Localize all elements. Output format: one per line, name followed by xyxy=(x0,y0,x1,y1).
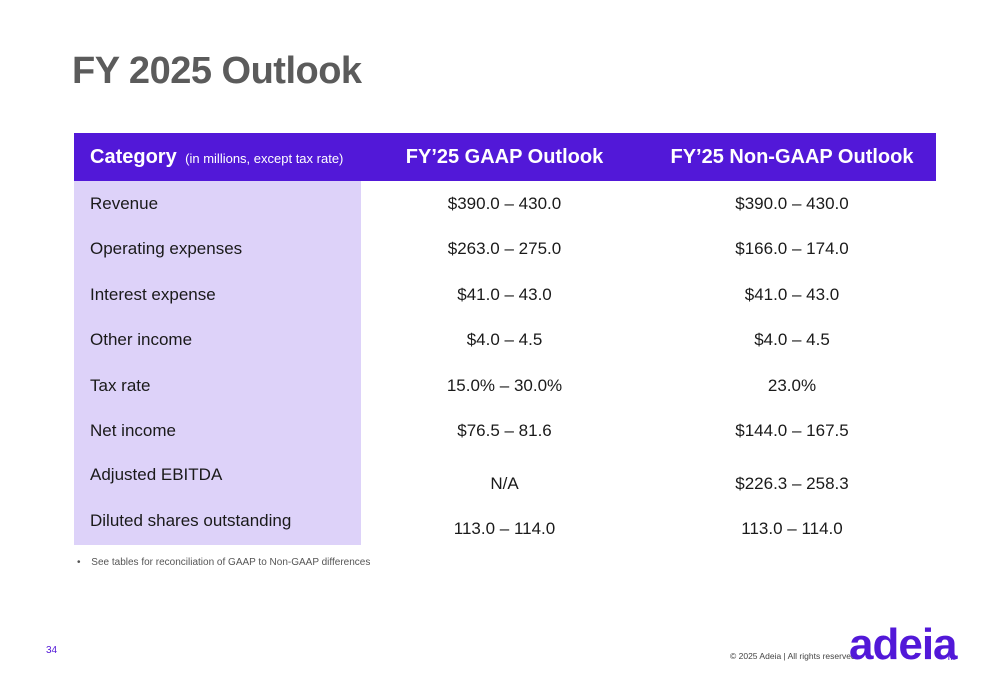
table-row-tax-rate: Tax rate 15.0% – 30.0% 23.0% xyxy=(74,363,936,409)
row-category: Operating expenses xyxy=(74,226,361,272)
page-number: 34 xyxy=(46,645,58,656)
row-category: Tax rate xyxy=(74,363,361,409)
row-nongaap-value: $226.3 – 258.3 xyxy=(735,473,849,493)
footnote-bullet: • xyxy=(77,557,81,568)
table-row-interest-expense: Interest expense $41.0 – 43.0 $41.0 – 43… xyxy=(74,272,936,318)
table-body: Revenue $390.0 – 430.0 $390.0 – 430.0 Op… xyxy=(74,181,936,545)
row-nongaap-value: $41.0 – 43.0 xyxy=(744,284,840,304)
row-gaap-value: $390.0 – 430.0 xyxy=(447,193,562,213)
row-category: Diluted shares outstanding xyxy=(74,499,361,545)
row-category: Net income xyxy=(74,408,361,454)
row-nongaap-value: $4.0 – 4.5 xyxy=(754,330,830,350)
row-category: Interest expense xyxy=(74,272,361,318)
row-nongaap-value: 23.0% xyxy=(767,375,817,395)
adeia-logo: adeia xyxy=(849,620,958,669)
page-title: FY 2025 Outlook xyxy=(72,50,362,92)
row-gaap-value: 113.0 – 114.0 xyxy=(453,519,556,538)
copyright-notice: © 2025 Adeia | All rights reserved. xyxy=(730,651,859,661)
footnote: • See tables for reconciliation of GAAP … xyxy=(77,557,370,568)
header-nongaap-outlook: FY’25 Non-GAAP Outlook xyxy=(670,145,914,168)
row-gaap-value: $76.5 – 81.6 xyxy=(457,421,552,441)
row-gaap-value: 15.0% – 30.0% xyxy=(446,375,563,395)
outlook-table: Category (in millions, except tax rate) … xyxy=(74,133,936,545)
header-gaap-outlook: FY’25 GAAP Outlook xyxy=(405,145,604,168)
row-gaap-value: $4.0 – 4.5 xyxy=(466,330,543,350)
table-row-diluted-shares: Diluted shares outstanding 113.0 – 114.0… xyxy=(74,499,936,545)
row-nongaap-value: $144.0 – 167.5 xyxy=(735,421,849,441)
table-row-operating-expenses: Operating expenses $263.0 – 275.0 $166.0… xyxy=(74,226,936,272)
footnote-text: See tables for reconciliation of GAAP to… xyxy=(91,557,371,568)
row-nongaap-value: $390.0 – 430.0 xyxy=(735,193,849,213)
header-category-label: Category xyxy=(90,145,177,168)
table-row-revenue: Revenue $390.0 – 430.0 $390.0 – 430.0 xyxy=(74,181,936,227)
row-category: Adjusted EBITDA xyxy=(74,454,361,500)
row-gaap-value: $41.0 – 43.0 xyxy=(457,284,552,304)
header-category-note: (in millions, except tax rate) xyxy=(185,150,344,166)
row-category: Other income xyxy=(74,317,361,363)
row-gaap-value: N/A xyxy=(490,473,519,493)
row-nongaap-value: 113.0 – 114.0 xyxy=(741,519,843,538)
header-category: Category (in millions, except tax rate) xyxy=(74,146,361,169)
row-gaap-value: $263.0 – 275.0 xyxy=(447,239,562,259)
table-row-net-income: Net income $76.5 – 81.6 $144.0 – 167.5 xyxy=(74,408,936,454)
row-category: Revenue xyxy=(74,181,361,227)
logo-trademark: TM xyxy=(947,656,956,662)
table-header-row: Category (in millions, except tax rate) … xyxy=(74,133,936,181)
table-row-other-income: Other income $4.0 – 4.5 $4.0 – 4.5 xyxy=(74,317,936,363)
table-row-adjusted-ebitda: Adjusted EBITDA N/A $226.3 – 258.3 xyxy=(74,454,936,500)
row-nongaap-value: $166.0 – 174.0 xyxy=(735,239,849,259)
